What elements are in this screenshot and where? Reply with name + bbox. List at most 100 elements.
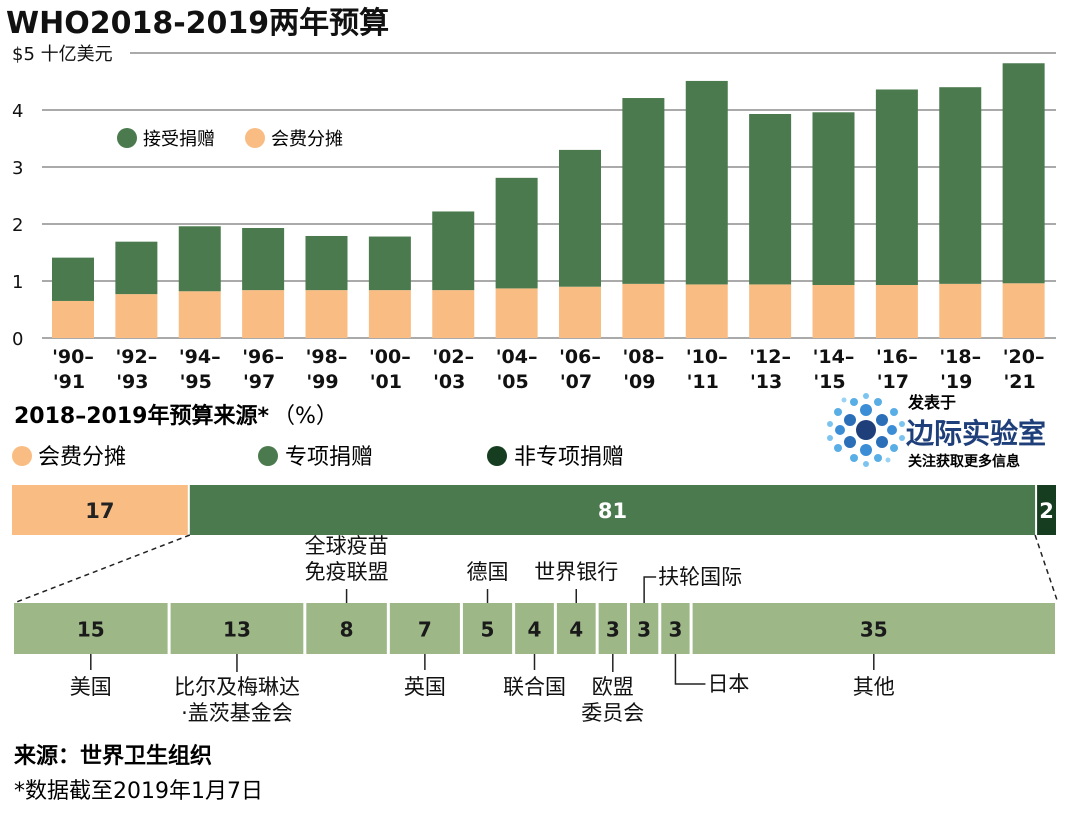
connector-left (13, 534, 191, 604)
x-tick-label-top: '18– (939, 346, 981, 368)
x-tick-label-bottom: '15 (813, 371, 845, 393)
logo-dot (844, 414, 856, 426)
x-tick-label-bottom: '13 (750, 371, 782, 393)
donor-name-label: ·盖茨基金会 (181, 701, 293, 725)
bar-assessed (749, 284, 792, 338)
x-tick-label-top: '92– (115, 346, 157, 368)
brand-block: 发表于 边际实验室 关注获取更多信息 (827, 393, 1046, 470)
bar-voluntary (812, 112, 855, 285)
donor-segment (692, 603, 1055, 654)
x-tick-label-top: '00– (369, 346, 411, 368)
x-tick-label-top: '96– (242, 346, 284, 368)
bar-voluntary (115, 241, 158, 295)
donor-name-label: 联合国 (503, 675, 566, 699)
donor-name-label: 全球疫苗 (305, 534, 389, 558)
donor-segment (598, 603, 627, 654)
legend-swatch-assessed-2 (12, 446, 32, 466)
logo-dot (856, 420, 876, 440)
donor-segment-label: 13 (223, 618, 251, 642)
brand-name: 边际实验室 (906, 417, 1046, 450)
donor-segment-label: 8 (340, 618, 354, 642)
x-tick-label-top: '20– (1003, 346, 1045, 368)
bar-voluntary (1002, 63, 1045, 284)
donor-segment-label: 3 (637, 618, 651, 642)
x-tick-label-top: '98– (306, 346, 348, 368)
share-segment (189, 485, 1036, 535)
logo-dot (874, 454, 882, 462)
share-segment-label: 2 (1039, 499, 1054, 523)
donor-name-label: 其他 (853, 675, 895, 699)
x-tick-label-bottom: '09 (623, 371, 655, 393)
bar-assessed (115, 294, 158, 338)
donor-segment (306, 603, 387, 654)
bar-assessed (559, 286, 601, 338)
x-tick-label-top: '02– (432, 346, 474, 368)
donor-segment (515, 603, 554, 654)
footnote: *数据截至2019年1月7日 (14, 779, 263, 804)
bar-voluntary (368, 236, 411, 291)
donor-name-label: 比尔及梅琳达 (174, 675, 300, 699)
top-chart-x-labels: '90– '91 '92– '93 '94– '95 '96– '97 '98– '99 '00– '… (52, 346, 1044, 393)
x-tick-label-top: '90– (52, 346, 94, 368)
donor-segment-label: 4 (528, 618, 542, 642)
legend-swatch-nonspecified (487, 446, 507, 466)
bar-assessed (495, 288, 538, 338)
bar-voluntary (495, 177, 538, 289)
connector-right (1034, 534, 1059, 604)
bar-assessed (178, 291, 221, 338)
bar-voluntary (559, 149, 601, 287)
logo-dot (834, 408, 842, 416)
brand-top-text: 发表于 (907, 393, 956, 412)
donor-segment (462, 603, 513, 654)
donor-segment (629, 603, 659, 654)
bar-assessed (939, 283, 982, 338)
x-tick-label-top: '04– (496, 346, 538, 368)
x-tick-label-bottom: '07 (560, 371, 592, 393)
donor-segment-label: 35 (860, 618, 888, 642)
x-tick-label-bottom: '11 (687, 371, 719, 393)
bar-voluntary (875, 89, 918, 285)
sources-title: 2018–2019年预算来源* （%） (14, 403, 338, 429)
bar-assessed (242, 290, 285, 338)
x-tick-label-bottom: '93 (116, 371, 148, 393)
donor-breakdown-bar: 15 13 8 7 5 4 4 3 3 3 35 (14, 603, 1055, 654)
brand-sub-text: 关注获取更多信息 (908, 453, 1020, 470)
sources-legend: 会费分摊 专项捐赠 非专项捐赠 (12, 445, 624, 470)
logo-dot (844, 436, 856, 448)
bar-assessed (622, 283, 665, 338)
bar-assessed (432, 290, 475, 338)
bar-voluntary (178, 226, 221, 292)
bar-voluntary (685, 80, 728, 285)
donor-segment (14, 603, 168, 654)
logo-dot (863, 461, 869, 467)
logo-dot (890, 408, 898, 416)
x-tick-label-bottom: '99 (306, 371, 338, 393)
donor-segment (661, 603, 690, 654)
donor-name-label: 欧盟 (592, 675, 634, 699)
x-tick-label-top: '94– (179, 346, 221, 368)
bar-voluntary (622, 98, 665, 284)
x-tick-label-top: '12– (749, 346, 791, 368)
donor-name-label: 美国 (70, 675, 112, 699)
logo-dot (834, 444, 842, 452)
donor-name-label: 委员会 (581, 701, 644, 725)
logo-dot (876, 436, 888, 448)
x-tick-label-top: '16– (876, 346, 918, 368)
y-tick-label: 2 (12, 215, 23, 236)
bar-voluntary (749, 113, 792, 285)
legend-swatch-assessed (245, 128, 265, 148)
x-tick-label-bottom: '19 (940, 371, 972, 393)
donor-segment (389, 603, 460, 654)
donor-segment-label: 5 (481, 618, 495, 642)
x-tick-label-bottom: '01 (370, 371, 402, 393)
bar-voluntary (242, 227, 285, 291)
bar-assessed (685, 284, 728, 338)
chart-title: WHO2018-2019两年预算 (6, 6, 389, 41)
donor-segment (556, 603, 596, 654)
legend-label-voluntary: 接受捐赠 (143, 129, 215, 150)
share-segment-label: 17 (85, 499, 114, 523)
y-tick-label: 1 (12, 272, 23, 293)
x-tick-label-bottom: '21 (1003, 371, 1035, 393)
